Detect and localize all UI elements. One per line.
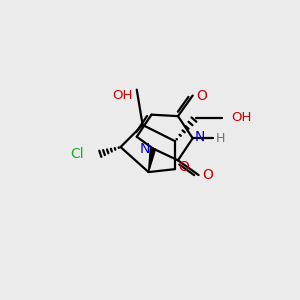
Text: O: O (196, 88, 207, 103)
Text: N: N (195, 130, 205, 144)
Text: O: O (202, 168, 213, 182)
Polygon shape (148, 148, 155, 172)
Text: H: H (216, 132, 225, 145)
Text: O: O (178, 160, 189, 174)
Text: OH: OH (231, 111, 251, 124)
Text: Cl: Cl (70, 147, 84, 161)
Text: N: N (140, 142, 150, 155)
Text: OH: OH (112, 89, 132, 102)
